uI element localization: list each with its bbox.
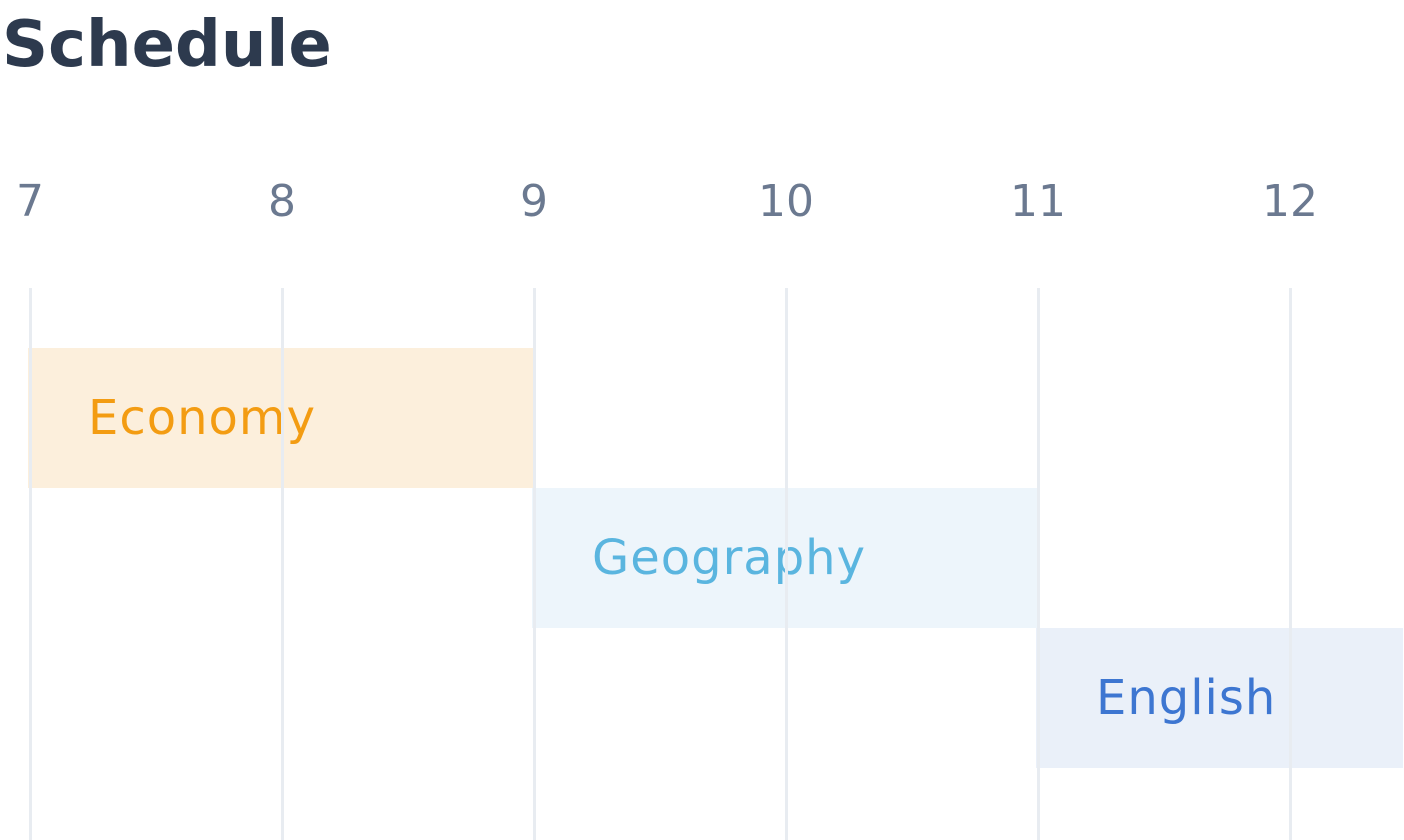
- gridline-12: [1289, 288, 1292, 840]
- hour-label-11: 11: [1010, 176, 1066, 227]
- gridline-11: [1037, 288, 1040, 840]
- event-label: Geography: [592, 530, 867, 586]
- event-block-english[interactable]: English: [1036, 628, 1404, 768]
- gridline-8: [281, 288, 284, 840]
- event-label: English: [1096, 670, 1277, 726]
- event-label: Economy: [88, 390, 317, 446]
- gridline-7: [29, 288, 32, 840]
- gridline-10: [785, 288, 788, 840]
- gridline-9: [533, 288, 536, 840]
- hour-label-12: 12: [1262, 176, 1318, 227]
- hour-label-8: 8: [268, 176, 296, 227]
- page-title: Schedule: [2, 8, 332, 82]
- hour-label-7: 7: [16, 176, 44, 227]
- hour-label-10: 10: [758, 176, 814, 227]
- hour-label-9: 9: [520, 176, 548, 227]
